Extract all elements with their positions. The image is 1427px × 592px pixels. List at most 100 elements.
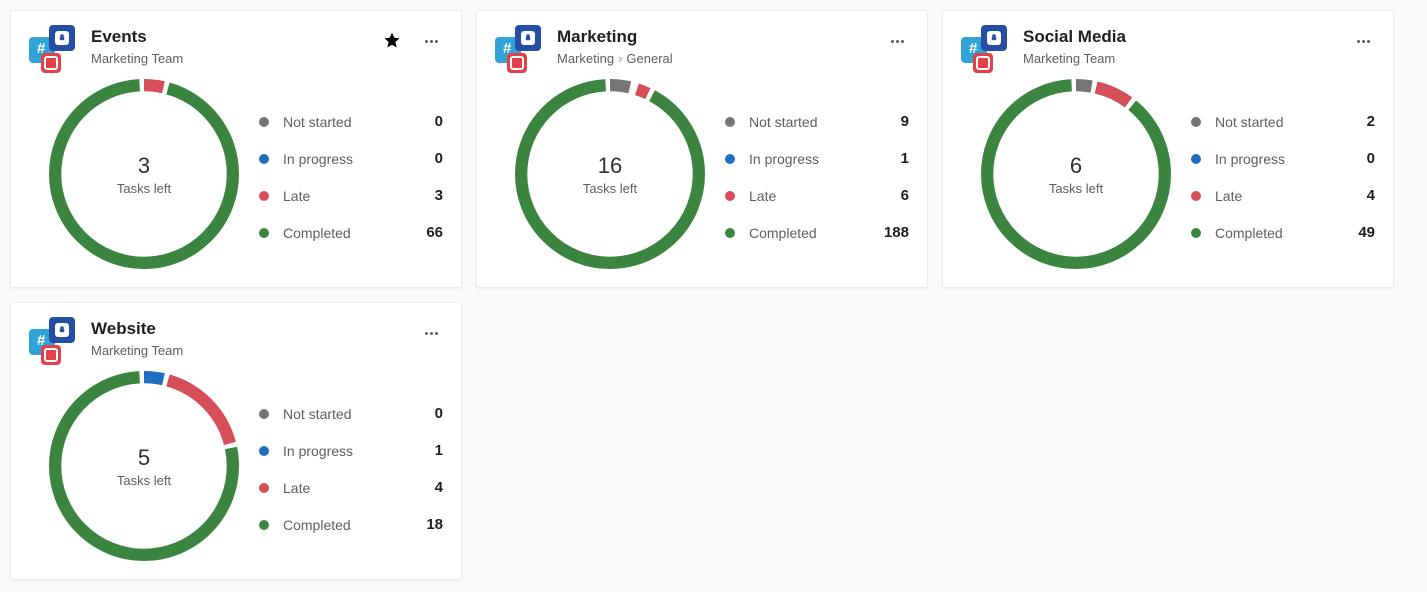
legend-label: Not started [1215,114,1341,130]
legend-value: 2 [1341,113,1375,130]
legend-value: 6 [875,187,909,204]
plan-subtitle-text: Marketing Team [91,51,183,66]
status-legend: Not started 0 In progress 0 Late 3 Compl… [259,107,443,241]
tasks-donut-chart: 16 Tasks left [515,79,705,269]
legend-label: In progress [749,151,875,167]
legend-row-not-started: Not started 9 [725,113,909,130]
status-legend: Not started 2 In progress 0 Late 4 Compl… [1191,107,1375,241]
legend-label: In progress [283,443,409,459]
legend-dot-icon [259,409,269,419]
plan-card-header: Marketing Marketing › General [495,25,909,73]
legend-value: 9 [875,113,909,130]
legend-value: 4 [409,479,443,496]
plan-card-header: Social Media Marketing Team [961,25,1375,73]
legend-label: Late [283,480,409,496]
plan-card[interactable]: Website Marketing Team 5 Tasks left Not … [10,302,462,580]
legend-row-late: Late 6 [725,187,909,204]
plan-card[interactable]: Marketing Marketing › General 16 Tasks lef… [476,10,928,288]
legend-label: In progress [283,151,409,167]
plan-subtitle: Marketing Team [1023,51,1337,66]
legend-label: In progress [1215,151,1341,167]
legend-dot-icon [1191,191,1201,201]
legend-row-completed: Completed 66 [259,224,443,241]
plan-subtitle: Marketing Team [91,51,369,66]
plan-app-icon [961,25,1009,73]
legend-row-completed: Completed 49 [1191,224,1375,241]
tasks-donut-chart: 5 Tasks left [49,371,239,561]
legend-value: 0 [409,150,443,167]
legend-row-in-progress: In progress 0 [259,150,443,167]
legend-value: 49 [1341,224,1375,241]
legend-value: 66 [409,224,443,241]
legend-value: 0 [1341,150,1375,167]
legend-label: Not started [283,406,409,422]
plan-card-header: Events Marketing Team [29,25,443,73]
favorite-star-icon[interactable] [383,31,401,49]
legend-value: 3 [409,187,443,204]
plan-card-header: Website Marketing Team [29,317,443,365]
plan-breadcrumb-segment[interactable]: Marketing [557,51,614,66]
plan-card[interactable]: Events Marketing Team 3 Tasks left Not s… [10,10,462,288]
legend-label: Not started [283,114,409,130]
plan-subtitle-text: Marketing Team [1023,51,1115,66]
legend-row-not-started: Not started 0 [259,113,443,130]
plan-breadcrumb-segment[interactable]: General [626,51,672,66]
legend-row-not-started: Not started 0 [259,405,443,422]
legend-label: Not started [749,114,875,130]
legend-dot-icon [259,191,269,201]
plan-app-icon [29,25,77,73]
legend-dot-icon [259,446,269,456]
legend-value: 188 [875,224,909,241]
plan-title[interactable]: Social Media [1023,27,1337,47]
legend-value: 1 [409,442,443,459]
plan-app-icon [495,25,543,73]
legend-row-not-started: Not started 2 [1191,113,1375,130]
legend-label: Completed [749,225,875,241]
plan-title[interactable]: Events [91,27,369,47]
legend-row-completed: Completed 188 [725,224,909,241]
plan-subtitle: Marketing › General [557,51,871,66]
legend-row-late: Late 4 [1191,187,1375,204]
plan-title[interactable]: Marketing [557,27,871,47]
legend-dot-icon [259,228,269,238]
legend-dot-icon [259,154,269,164]
plan-subtitle-text: Marketing Team [91,343,183,358]
plan-app-icon [29,317,77,365]
legend-row-in-progress: In progress 1 [259,442,443,459]
legend-row-in-progress: In progress 0 [1191,150,1375,167]
tasks-donut-chart: 6 Tasks left [981,79,1171,269]
legend-value: 4 [1341,187,1375,204]
legend-dot-icon [259,520,269,530]
legend-dot-icon [725,154,735,164]
legend-dot-icon [1191,117,1201,127]
legend-label: Completed [283,225,409,241]
more-options-button[interactable] [1351,29,1375,53]
legend-row-in-progress: In progress 1 [725,150,909,167]
status-legend: Not started 9 In progress 1 Late 6 Compl… [725,107,909,241]
more-options-button[interactable] [885,29,909,53]
legend-dot-icon [725,228,735,238]
legend-value: 1 [875,150,909,167]
legend-label: Completed [283,517,409,533]
plan-subtitle: Marketing Team [91,343,405,358]
legend-value: 0 [409,405,443,422]
legend-row-completed: Completed 18 [259,516,443,533]
more-options-button[interactable] [419,29,443,53]
legend-label: Late [749,188,875,204]
legend-dot-icon [1191,154,1201,164]
more-options-button[interactable] [419,321,443,345]
chevron-right-icon: › [618,51,622,66]
plan-card[interactable]: Social Media Marketing Team 6 Tasks left… [942,10,1394,288]
plan-hub-board: Events Marketing Team 3 Tasks left Not s… [0,0,1427,590]
legend-label: Late [283,188,409,204]
legend-dot-icon [259,483,269,493]
legend-row-late: Late 3 [259,187,443,204]
legend-dot-icon [1191,228,1201,238]
legend-label: Completed [1215,225,1341,241]
legend-dot-icon [725,117,735,127]
tasks-donut-chart: 3 Tasks left [49,79,239,269]
plan-title[interactable]: Website [91,319,405,339]
legend-dot-icon [725,191,735,201]
legend-dot-icon [259,117,269,127]
legend-value: 0 [409,113,443,130]
